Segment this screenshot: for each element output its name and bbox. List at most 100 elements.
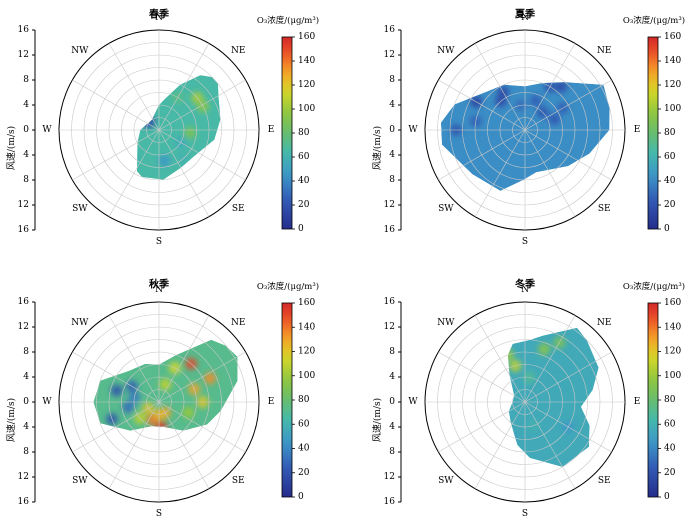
polar-spoke [72, 351, 160, 403]
hotspot-mark [159, 378, 172, 391]
polar-spoke [438, 401, 526, 453]
radial-tick-label: 12 [18, 50, 29, 60]
panel-title: 夏季 [514, 7, 536, 20]
radial-tick-label: 12 [18, 200, 29, 210]
colorbar-tick-label: 40 [298, 176, 310, 186]
polar-spoke [72, 129, 160, 181]
radial-tick-label: 8 [23, 175, 29, 185]
colorbar-tick-label: 0 [298, 492, 304, 502]
polar-spoke [524, 351, 612, 403]
polar-spoke [158, 401, 246, 453]
direction-label: SW [438, 476, 454, 486]
direction-label: S [156, 509, 162, 518]
colorbar-label: O₃浓度/(μg/m³) [623, 15, 685, 26]
radial-tick-label: 8 [389, 447, 395, 457]
polar-spoke [158, 129, 210, 217]
radial-tick-label: 8 [389, 347, 395, 357]
colorbar-tick-label: 120 [664, 80, 681, 90]
radial-tick-label: 4 [389, 422, 395, 432]
polar-spoke [524, 79, 612, 131]
direction-label: S [522, 509, 528, 518]
direction-label: N [521, 285, 529, 295]
colorbar-tick-label: 80 [664, 395, 676, 405]
polar-spoke [158, 79, 246, 131]
radial-tick-label: 12 [384, 472, 395, 482]
filled-region [93, 339, 238, 431]
radial-axis-label: 风速/(m/s) [372, 398, 383, 442]
direction-label: N [155, 13, 163, 23]
direction-label: SW [72, 204, 88, 214]
radial-tick-label: 16 [18, 225, 30, 235]
direction-label: NW [71, 318, 89, 328]
polar-spoke [474, 401, 526, 489]
colorbar-tick-label: 160 [298, 298, 315, 308]
colorbar-tick-label: 0 [298, 224, 304, 234]
hotspot-mark [538, 343, 551, 356]
direction-label: SE [598, 476, 611, 486]
polar-spoke [438, 129, 526, 181]
direction-label: S [156, 237, 162, 247]
colorbar-label: O₃浓度/(μg/m³) [623, 281, 685, 292]
polar-spoke [108, 401, 160, 489]
colorbar-tick-label: 120 [664, 347, 681, 357]
polar-spoke [108, 129, 160, 217]
polar-spoke [438, 79, 526, 131]
polar-spoke [524, 315, 576, 403]
radial-tick-label: 12 [384, 50, 395, 60]
direction-label: W [42, 125, 52, 135]
direction-label: S [522, 237, 528, 247]
hotspot-mark [507, 349, 514, 362]
direction-label: E [634, 397, 641, 407]
polar-spoke [108, 315, 160, 403]
colorbar-tick-label: 20 [664, 200, 676, 210]
polar-spoke [158, 401, 210, 489]
radial-tick-label: 4 [389, 150, 395, 160]
radial-tick-label: 8 [23, 75, 29, 85]
radial-tick-label: 8 [23, 447, 29, 457]
polar-spoke [158, 351, 246, 403]
colorbar-tick-label: 80 [298, 395, 310, 405]
hotspot-mark [555, 82, 568, 93]
colorbar-tick-label: 140 [664, 322, 681, 332]
colorbar-tick-label: 140 [298, 56, 315, 66]
colorbar [281, 302, 293, 498]
radial-axis-label: 风速/(m/s) [6, 126, 17, 170]
panel-4: 冬季NNEESESSWWNW1612840481216风速/(m/s)02040… [372, 277, 685, 518]
panel-title: 秋季 [149, 277, 170, 290]
colorbar-tick-label: 60 [664, 419, 676, 429]
colorbar-tick-label: 100 [298, 371, 315, 381]
direction-label: SE [232, 476, 245, 486]
radial-tick-label: 16 [18, 297, 30, 307]
colorbar-tick-label: 140 [298, 322, 315, 332]
direction-label: NE [597, 46, 611, 56]
radial-tick-label: 4 [389, 372, 395, 382]
radial-axis-label: 风速/(m/s) [372, 126, 383, 170]
radial-tick-label: 8 [389, 175, 395, 185]
colorbar-tick-label: 100 [664, 371, 681, 381]
panel-title: 春季 [149, 7, 170, 20]
direction-label: SE [232, 204, 245, 214]
panel-3: 秋季NNEESESSWWNW1612840481216风速/(m/s)02040… [6, 277, 319, 518]
panel-2: 夏季NNEESESSWWNW1612840481216风速/(m/s)02040… [372, 7, 685, 247]
direction-label: N [521, 13, 529, 23]
radial-tick-label: 4 [23, 422, 29, 432]
colorbar-tick-label: 60 [298, 419, 310, 429]
radial-tick-label: 12 [384, 200, 395, 210]
radial-tick-label: 8 [23, 347, 29, 357]
direction-label: W [408, 125, 418, 135]
direction-label: NW [437, 46, 455, 56]
hotspot-mark [182, 406, 195, 419]
colorbar-tick-label: 60 [298, 152, 310, 162]
polar-spoke [524, 401, 612, 453]
direction-label: NW [437, 318, 455, 328]
filled-region [507, 327, 599, 467]
radial-tick-label: 12 [384, 322, 395, 332]
panel-title: 冬季 [515, 277, 536, 290]
colorbar-tick-label: 40 [664, 444, 676, 454]
radial-tick-label: 16 [18, 25, 30, 35]
hotspot-mark [158, 154, 171, 167]
hotspot-mark [110, 384, 123, 397]
direction-label: NE [231, 318, 245, 328]
radial-axis-label: 风速/(m/s) [6, 398, 17, 442]
